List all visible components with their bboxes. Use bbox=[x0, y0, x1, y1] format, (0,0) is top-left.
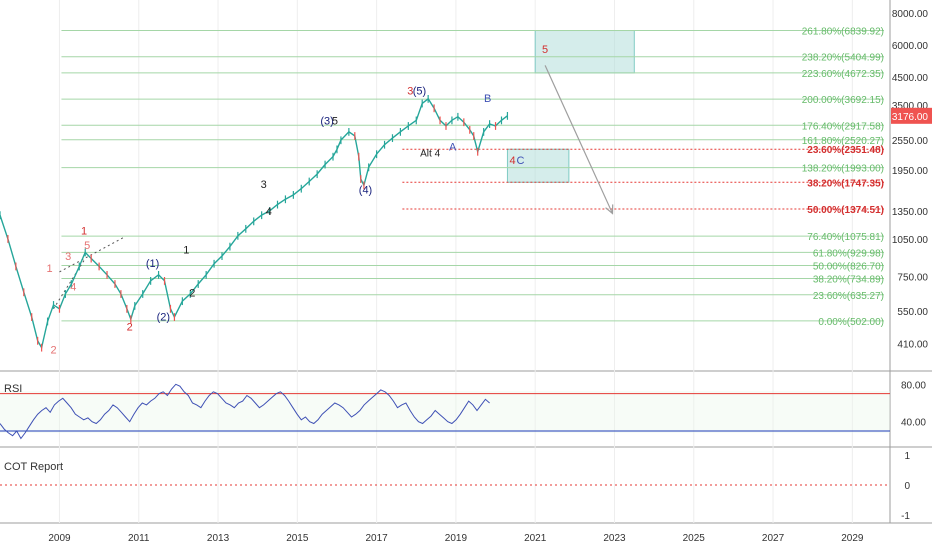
fibonacci-level-label: 176.40%(2917.58) bbox=[802, 121, 884, 132]
wave-label: 2 bbox=[127, 322, 133, 334]
time-tick-label: 2011 bbox=[128, 533, 150, 544]
cot-label: COT Report bbox=[4, 461, 63, 473]
price-tick-label: 2550.00 bbox=[892, 136, 929, 147]
projection-arrow-head bbox=[605, 204, 614, 215]
fibonacci-level-label: 138.20%(1993.00) bbox=[802, 164, 884, 175]
projection-arrow-line bbox=[544, 65, 614, 214]
price-axis-ticks: 8000.00 6000.00 4500.00 3500.00 2550.00 1950.… bbox=[892, 9, 929, 350]
wave-label: 3 bbox=[407, 85, 413, 97]
time-tick-label: 2013 bbox=[207, 533, 230, 544]
fibonacci-level-label: 0.00%(502.00) bbox=[818, 317, 884, 328]
retracement-level-label: 50.00%(1374.51) bbox=[807, 205, 884, 216]
time-tick-label: 2009 bbox=[48, 533, 71, 544]
price-tick-label: 8000.00 bbox=[892, 9, 929, 20]
rsi-label: RSI bbox=[4, 383, 22, 395]
rsi-pane: RSI 80.00 40.00 bbox=[0, 380, 926, 440]
wave-label: 1 bbox=[183, 245, 189, 257]
fibonacci-levels: 261.80%(6839.92)238.20%(5404.99)223.60%(… bbox=[61, 27, 884, 328]
wave-label: (4) bbox=[359, 184, 372, 196]
target-zone bbox=[506, 148, 570, 183]
wave-label: 1 bbox=[46, 263, 52, 275]
dotted-trendlines bbox=[53, 236, 126, 310]
price-series bbox=[0, 95, 509, 352]
rsi-tick-label: 40.00 bbox=[901, 418, 926, 429]
time-tick-label: 2025 bbox=[683, 533, 706, 544]
fibonacci-level-label: 161.80%(2520.27) bbox=[802, 136, 884, 147]
fibonacci-level-label: 200.00%(3692.15) bbox=[802, 95, 884, 106]
wave-label: 3 bbox=[65, 251, 71, 263]
fibonacci-level-label: 261.80%(6839.92) bbox=[802, 27, 884, 38]
retracement-level-label: 23.60%(2351.48) bbox=[807, 145, 884, 156]
time-tick-label: 2017 bbox=[365, 533, 388, 544]
wave-label: Alt 4 bbox=[420, 149, 440, 160]
wave-label: 5 bbox=[542, 44, 548, 56]
fibonacci-level-label: 23.60%(635.27) bbox=[813, 291, 884, 302]
wave-label: 1 bbox=[81, 226, 87, 238]
price-tick-label: 550.00 bbox=[897, 307, 928, 318]
time-tick-label: 2021 bbox=[524, 533, 547, 544]
target-zones bbox=[506, 30, 635, 183]
price-tick-label: 410.00 bbox=[897, 339, 928, 350]
price-tick-label: 6000.00 bbox=[892, 41, 929, 52]
time-tick-label: 2023 bbox=[603, 533, 626, 544]
wave-label: C bbox=[517, 155, 525, 167]
price-tick-label: 4500.00 bbox=[892, 73, 929, 84]
retracement-level-label: 38.20%(1747.35) bbox=[807, 178, 884, 189]
wave-label: (5) bbox=[413, 85, 426, 97]
projection-arrow bbox=[544, 65, 614, 215]
retracement-levels: 23.60%(2351.48) 38.20%(1747.35) 50.00%(137… bbox=[402, 145, 884, 216]
time-tick-label: 2027 bbox=[762, 533, 785, 544]
wave-label: 4 bbox=[266, 206, 272, 218]
wave-label: 5 bbox=[84, 240, 90, 252]
fibonacci-level-label: 50.00%(826.70) bbox=[813, 261, 884, 272]
fibonacci-level-label: 76.40%(1075.81) bbox=[807, 232, 884, 243]
wave-label: B bbox=[484, 93, 491, 105]
wave-label: 2 bbox=[50, 344, 56, 356]
cot-tick-label: 0 bbox=[904, 481, 910, 492]
time-tick-label: 2019 bbox=[445, 533, 468, 544]
wave-label: 3 bbox=[261, 179, 267, 191]
vertical-gridlines bbox=[58, 0, 853, 523]
wave-label: (3) bbox=[320, 115, 333, 127]
rsi-band bbox=[0, 391, 890, 433]
fibonacci-level-label: 223.60%(4672.35) bbox=[802, 69, 884, 80]
last-price-box bbox=[891, 107, 932, 124]
wave-label: 4 bbox=[70, 282, 76, 294]
last-price-badge: 3176.00 bbox=[891, 107, 932, 124]
wave-label: (1) bbox=[146, 258, 159, 270]
price-line bbox=[0, 97, 508, 350]
wave-label: (2) bbox=[157, 311, 170, 323]
time-tick-label: 2015 bbox=[286, 533, 309, 544]
fibonacci-level-label: 38.20%(734.89) bbox=[813, 275, 884, 286]
cot-tick-label: 1 bbox=[904, 451, 910, 462]
rsi-tick-label: 80.00 bbox=[901, 380, 926, 391]
wave-label: 4 bbox=[510, 155, 516, 167]
wave-label: 2 bbox=[189, 288, 195, 300]
wave-label: 5 bbox=[332, 115, 338, 127]
price-tick-label: 3500.00 bbox=[892, 101, 929, 112]
wave-label: A bbox=[449, 141, 457, 153]
cot-tick-label: -1 bbox=[901, 511, 910, 522]
fibonacci-level-label: 238.20%(5404.99) bbox=[802, 53, 884, 64]
fibonacci-level-label: 61.80%(929.98) bbox=[813, 248, 884, 259]
price-tick-label: 1950.00 bbox=[892, 166, 929, 177]
time-tick-label: 2029 bbox=[841, 533, 864, 544]
cot-pane: COT Report 1 0 -1 bbox=[0, 451, 910, 522]
rsi-line bbox=[0, 383, 490, 440]
price-tick-label: 1350.00 bbox=[892, 207, 929, 218]
dotted-trendline bbox=[59, 236, 126, 273]
price-tick-label: 1050.00 bbox=[892, 235, 929, 246]
time-axis-ticks: 2009 2011 2013 2015 2017 2019 2021 2023 2025 2027… bbox=[48, 533, 864, 544]
price-tick-label: 750.00 bbox=[897, 272, 928, 283]
last-price-label: 3176.00 bbox=[892, 112, 929, 123]
target-zone bbox=[534, 30, 635, 74]
